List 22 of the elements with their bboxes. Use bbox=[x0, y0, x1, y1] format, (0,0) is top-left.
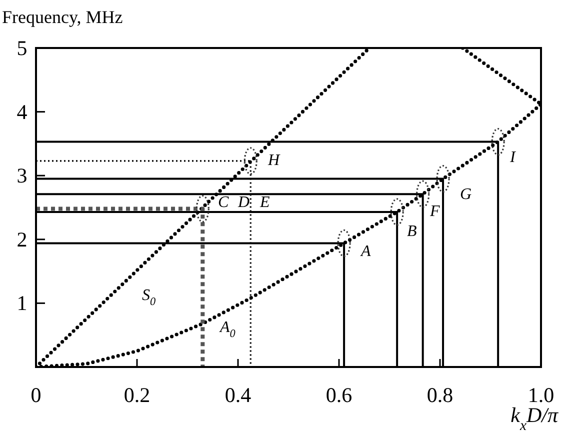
y-tick-label: 3 bbox=[16, 164, 28, 188]
annotation: F bbox=[429, 202, 440, 220]
annotation: S$_{0}$ bbox=[142, 286, 156, 308]
annotation: A bbox=[360, 242, 371, 260]
annotation: C bbox=[218, 194, 229, 211]
annotation: E bbox=[259, 194, 270, 211]
y-tick-label: 4 bbox=[16, 100, 28, 124]
annotation: D bbox=[237, 194, 250, 211]
x-tick-label: 0.2 bbox=[124, 383, 150, 407]
annotation: I bbox=[509, 148, 516, 166]
y-tick-label: 5 bbox=[16, 36, 28, 60]
annotation: B bbox=[407, 222, 417, 240]
x-tick-label: 0 bbox=[30, 383, 42, 407]
x-tick-label: 0.4 bbox=[224, 383, 252, 407]
x-tick-label: 0.6 bbox=[326, 383, 352, 407]
y-tick-label: 1 bbox=[16, 291, 28, 316]
annotation: A$_{0}$ bbox=[219, 318, 236, 340]
x-tick-label: 0.8 bbox=[426, 383, 454, 407]
annotation: G bbox=[460, 186, 472, 203]
y-tick-label: 2 bbox=[16, 227, 28, 252]
y-axis-title: Frequency, MHz bbox=[2, 7, 123, 27]
annotation: H bbox=[267, 152, 281, 169]
